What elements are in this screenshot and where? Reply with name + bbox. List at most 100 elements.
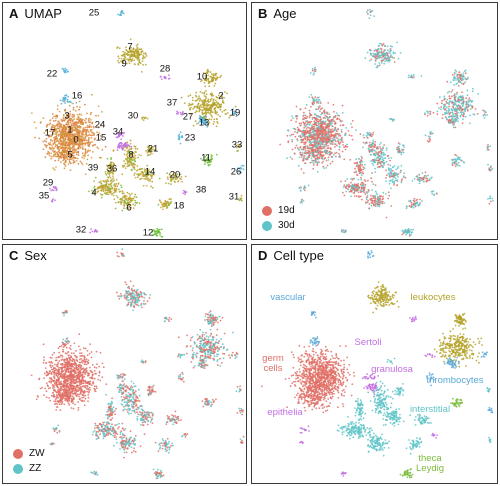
cell-point xyxy=(72,122,75,124)
cell-point xyxy=(141,175,144,177)
cell-point xyxy=(378,203,381,206)
cell-point xyxy=(117,13,119,16)
cell-point xyxy=(372,195,375,198)
cell-point xyxy=(167,78,170,80)
cell-point xyxy=(436,113,439,116)
cell-point xyxy=(88,145,91,148)
cell-point xyxy=(429,113,432,115)
cell-point xyxy=(333,129,336,132)
cell-point xyxy=(357,191,360,194)
cell-point xyxy=(149,180,151,182)
cell-point xyxy=(313,139,316,142)
cell-point xyxy=(377,51,380,54)
cell-point xyxy=(54,138,56,141)
cell-point xyxy=(54,145,57,148)
cell-point xyxy=(402,176,405,179)
cell-point xyxy=(291,158,293,160)
cell-point xyxy=(296,115,299,117)
cell-point xyxy=(198,97,201,100)
cell-point xyxy=(370,54,373,56)
cell-point xyxy=(137,54,140,57)
cell-point xyxy=(201,79,203,82)
cell-point xyxy=(146,178,149,181)
cell-point xyxy=(460,73,462,76)
cell-point xyxy=(370,58,373,61)
cell-point xyxy=(165,205,168,208)
cell-point xyxy=(315,124,318,127)
cell-point xyxy=(75,133,77,136)
cell-point xyxy=(397,165,400,168)
cell-point xyxy=(73,114,75,116)
cell-point xyxy=(321,111,324,114)
cell-point xyxy=(372,183,375,186)
cell-cluster-vasc-25 xyxy=(365,8,375,19)
cell-point xyxy=(64,135,66,138)
cell-point xyxy=(100,137,103,140)
cell-point xyxy=(476,113,479,115)
cell-point xyxy=(377,197,380,200)
cell-point xyxy=(104,190,107,192)
cell-cluster-theca-12 xyxy=(151,227,164,238)
cell-point xyxy=(471,90,474,93)
cell-point xyxy=(78,113,81,116)
cell-point xyxy=(107,193,110,196)
cell-point xyxy=(84,136,87,139)
cell-point xyxy=(454,112,457,115)
cell-point xyxy=(184,175,187,178)
cell-point xyxy=(236,146,238,149)
cell-point xyxy=(362,189,365,192)
cell-point xyxy=(79,147,82,149)
cell-point xyxy=(312,131,314,134)
cell-point xyxy=(116,196,119,199)
cell-point xyxy=(367,179,369,182)
cell-point xyxy=(470,99,473,102)
cell-point xyxy=(317,118,319,121)
cell-point xyxy=(81,134,84,136)
cell-point xyxy=(445,109,448,112)
cell-cluster-epith-29 xyxy=(49,185,58,192)
cell-point xyxy=(57,159,60,162)
cell-point xyxy=(113,198,116,201)
cluster-label-12: 12 xyxy=(142,227,154,239)
cell-point xyxy=(209,104,212,107)
cell-point xyxy=(239,166,242,169)
cell-point xyxy=(380,59,383,62)
cell-point xyxy=(372,131,375,134)
cell-point xyxy=(446,91,449,94)
cell-point xyxy=(369,153,372,156)
cell-point xyxy=(390,205,393,207)
cell-point xyxy=(329,147,332,150)
cell-point xyxy=(133,59,136,62)
cell-point xyxy=(303,187,305,189)
cell-point xyxy=(204,120,207,123)
cell-point xyxy=(335,130,338,132)
cell-point xyxy=(424,112,426,114)
cell-point xyxy=(61,150,64,153)
cell-point xyxy=(210,75,213,78)
cell-point xyxy=(134,193,137,196)
cell-point xyxy=(62,117,65,120)
cell-point xyxy=(384,153,387,156)
cell-point xyxy=(408,205,411,208)
cell-point xyxy=(131,50,134,52)
cell-point xyxy=(122,166,125,168)
cell-point xyxy=(206,107,209,110)
cell-point xyxy=(373,146,376,149)
cell-point xyxy=(210,118,213,121)
cell-point xyxy=(54,128,56,131)
cell-point xyxy=(206,103,208,105)
cell-point xyxy=(45,140,47,143)
cell-point xyxy=(206,161,209,164)
cell-point xyxy=(429,132,431,135)
cell-point xyxy=(304,141,307,144)
cell-point xyxy=(295,120,297,123)
cell-point xyxy=(321,126,323,129)
cell-point xyxy=(372,153,375,156)
cell-point xyxy=(199,80,202,83)
cell-point xyxy=(87,149,90,152)
cell-point xyxy=(331,122,333,125)
cell-point xyxy=(234,105,237,108)
cell-point xyxy=(77,147,80,149)
cell-point xyxy=(354,167,356,170)
cell-point xyxy=(457,161,460,164)
